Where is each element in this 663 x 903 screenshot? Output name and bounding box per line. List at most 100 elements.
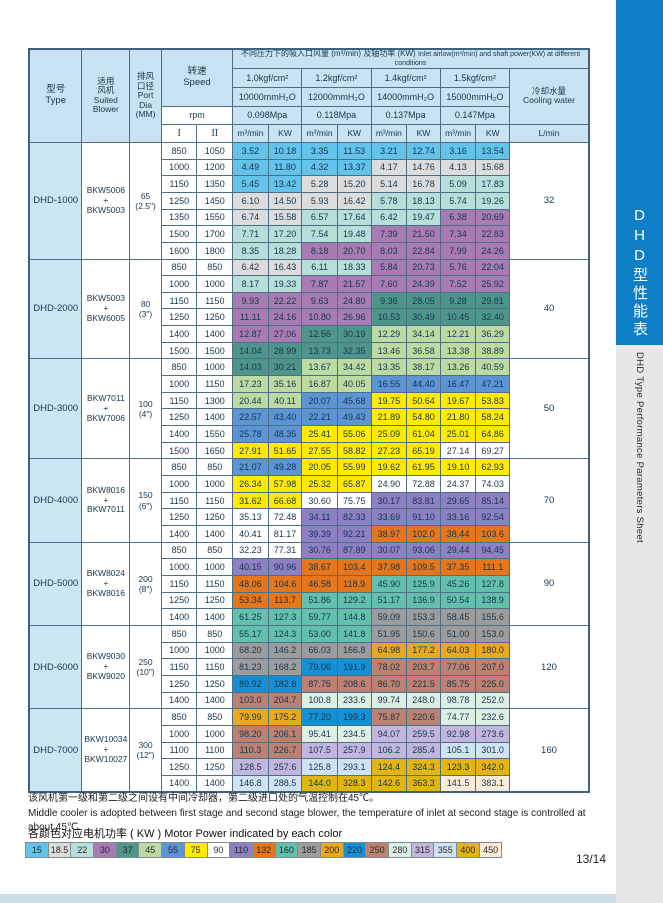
flow-value-cell: 32.23 [232,541,269,560]
shaft-power-cell: 94.45 [475,541,510,560]
flow-value-cell: 9.63 [301,291,338,310]
flow-value-cell: 123.3 [439,758,477,776]
speed-i-cell: 1000 [160,724,198,743]
legend-swatch: 160 [274,842,299,858]
flow-value-cell: 6.74 [232,208,269,227]
flow-value-cell: 66.03 [301,641,338,660]
flow-value-cell: 12.21 [439,325,477,343]
shaft-power-cell: 234.5 [336,724,372,743]
speed-ii-cell: 1500 [196,341,234,360]
blower-cell: BKW5006 + BKW5003 [81,141,131,260]
model-cell: DHD-7000 [28,708,83,793]
shaft-power-cell: 19.48 [336,225,372,243]
shaft-power-cell: 19.47 [406,208,441,227]
speed-ii-cell: 1400 [196,774,234,793]
flow-value-cell: 24.90 [370,475,408,493]
header-rpm: rpm [160,105,234,125]
flow-value-cell: 61.25 [232,608,269,626]
flow-value-cell: 48.06 [232,574,269,593]
flow-value-cell: 8.35 [232,241,269,260]
flow-value-cell: 29.44 [439,541,477,560]
legend-swatch: 132 [251,842,276,858]
shaft-power-cell: 127.8 [475,574,510,593]
flow-value-cell: 30.76 [301,541,338,560]
speed-i-cell: 1000 [160,475,198,493]
cooling-water-cell: 40 [508,258,590,360]
port-dia-cell: 80 (3") [129,258,162,360]
flow-value-cell: 13.38 [439,341,477,360]
speed-i-cell: 1400 [160,525,198,543]
flow-value-cell: 5.14 [370,175,408,193]
flow-value-cell: 19.67 [439,391,477,410]
speed-i-cell: 1400 [160,774,198,793]
shaft-power-cell: 72.48 [267,508,303,526]
shaft-power-cell: 27.06 [267,325,303,343]
flow-value-cell: 7.99 [439,241,477,260]
flow-value-cell: 8.17 [232,275,269,293]
flow-value-cell: 53.34 [232,591,269,610]
flow-value-cell: 124.4 [370,758,408,776]
shaft-power-cell: 22.04 [475,258,510,277]
shaft-power-cell: 203.7 [406,658,441,676]
table-header: 型号 Type 适用 风机 Suited Blower 排风 口径 Port D… [28,48,590,143]
header-flow-2: m³/min [301,123,338,143]
flow-value-cell: 3.16 [439,141,477,160]
table-row: 1250 1250 53.34 113.7 51.86 129.2 51.17 136.9 50… [29,591,589,610]
speed-ii-cell: 1000 [196,358,234,377]
header-pressure-kgf-1: 1.0kgf/cm² [232,67,303,88]
speed-ii-cell: 1350 [196,175,234,193]
shaft-power-cell: 49.28 [267,458,303,477]
flow-value-cell: 25.01 [439,425,477,443]
legend-swatch: 30 [93,842,117,858]
speed-ii-cell: 1000 [196,724,234,743]
flow-value-cell: 59.77 [301,608,338,626]
flow-value-cell: 27.23 [370,441,408,460]
speed-i-cell: 1000 [160,558,198,576]
shaft-power-cell: 75.75 [336,491,372,510]
shaft-power-cell: 17.83 [475,175,510,193]
table-row: 1600 1800 8.35 18.28 8.18 20.70 8.03 22.84 7.99 2… [29,241,589,260]
table-row: 1250 1450 6.10 14.50 5.93 16.42 5.78 18.13 5.74 1… [29,191,589,210]
header-type: 型号 Type [28,48,83,143]
shaft-power-cell: 55.99 [336,458,372,477]
shaft-power-cell: 21.57 [336,275,372,293]
flow-value-cell: 6.11 [301,258,338,277]
shaft-power-cell: 61.04 [406,425,441,443]
header-row-2: 1.0kgf/cm² 1.2kgf/cm² 1.4kgf/cm² 1.5kgf/… [29,67,590,125]
flow-value-cell: 79.06 [301,658,338,676]
flow-value-cell: 7.71 [232,225,269,243]
legend-swatch: 75 [183,842,208,858]
shaft-power-cell: 58.24 [475,408,510,427]
shaft-power-cell: 57.98 [267,475,303,493]
flow-value-cell: 20.05 [301,458,338,477]
shaft-power-cell: 72.88 [406,475,441,493]
flow-value-cell: 77.20 [301,708,338,726]
flow-value-cell: 24.37 [439,475,477,493]
speed-i-cell: 1500 [160,225,198,243]
footnote-en: Middle cooler is adopted between first s… [28,807,586,834]
flow-value-cell: 13.26 [439,358,477,377]
speed-i-cell: 850 [160,624,198,643]
flow-value-cell: 37.98 [370,558,408,576]
side-tab: DHD型性能表 DHD Type Performance Parameters … [616,0,663,903]
flow-value-cell: 6.42 [232,258,269,277]
shaft-power-cell: 18.33 [336,258,372,277]
flow-value-cell: 16.47 [439,375,477,393]
flow-value-cell: 7.60 [370,275,408,293]
table-row: DHD-7000 BKW10034 + BKW10027 300 (12") 850 8… [28,708,590,793]
flow-value-cell: 68.20 [232,641,269,660]
flow-value-cell: 125.8 [301,758,338,776]
table-row: 1250 1250 11.11 24.16 10.80 26.96 10.53 30.49 10… [29,308,589,327]
shaft-power-cell: 26.96 [336,308,372,327]
shaft-power-cell: 47.21 [475,375,510,393]
shaft-power-cell: 324.3 [406,758,441,776]
shaft-power-cell: 91.10 [406,508,441,526]
shaft-power-cell: 30.19 [336,325,372,343]
flow-value-cell: 13.35 [370,358,408,377]
shaft-power-cell: 18.28 [267,241,303,260]
shaft-power-cell: 16.78 [406,175,441,193]
speed-ii-cell: 1800 [196,241,234,260]
header-kw-1: KW [267,123,303,143]
shaft-power-cell: 38.89 [475,341,510,360]
flow-value-cell: 37.35 [439,558,477,576]
